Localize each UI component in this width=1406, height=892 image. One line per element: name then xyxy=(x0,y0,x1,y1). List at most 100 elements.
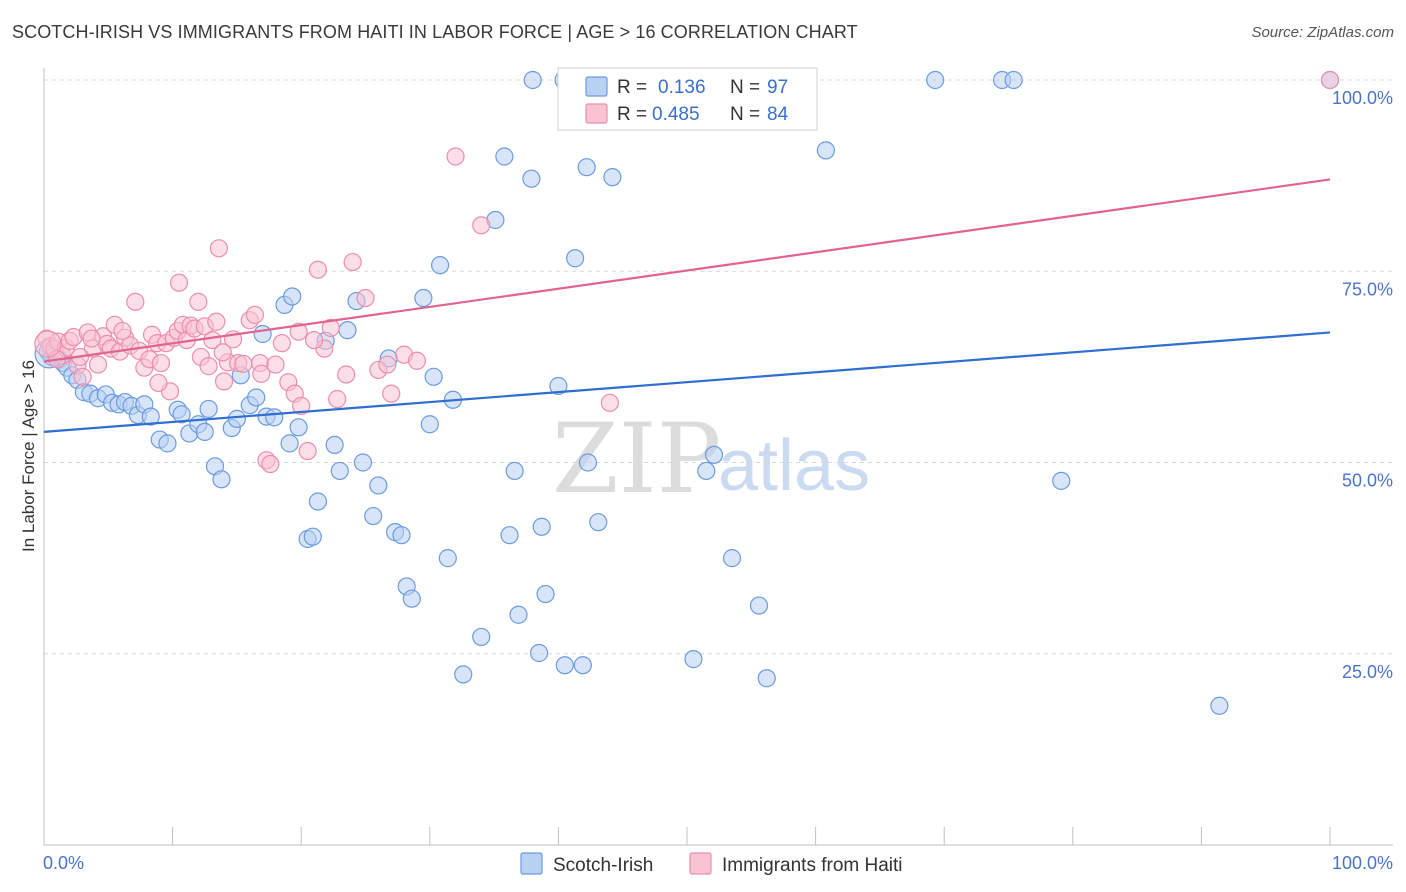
haiti-trend-line xyxy=(43,178,1331,363)
haiti-point xyxy=(446,147,465,166)
legend-r-value-1: 0.136 xyxy=(658,77,706,98)
scotch-irish-point xyxy=(532,517,551,536)
haiti-point xyxy=(321,318,340,337)
haiti-point xyxy=(252,364,271,383)
series-legend-label-2: Immigrants from Haiti xyxy=(722,855,903,876)
scotch-irish-point xyxy=(530,643,549,663)
haiti-point xyxy=(292,396,311,415)
scotch-irish-point xyxy=(172,405,191,424)
scotch-irish-point xyxy=(500,526,519,545)
haiti-point xyxy=(189,292,208,311)
haiti-point xyxy=(272,334,292,353)
scotch-irish-point xyxy=(364,506,383,526)
scotch-irish-point xyxy=(926,70,945,90)
haiti-point xyxy=(34,330,62,358)
y-tick-label: 100.0% xyxy=(1332,88,1393,108)
haiti-point xyxy=(266,355,285,374)
scotch-irish-point xyxy=(577,158,596,177)
scotch-irish-point xyxy=(505,461,524,481)
haiti-point xyxy=(600,393,619,412)
legend-swatch-blue xyxy=(585,76,608,97)
scotch-irish-point xyxy=(195,422,214,441)
scotch-irish-point xyxy=(603,168,622,187)
legend-n-label-2: N = xyxy=(730,104,760,125)
y-tick-label: 75.0% xyxy=(1342,279,1393,299)
scotch-irish-point xyxy=(289,418,308,437)
scotch-irish-point xyxy=(438,549,457,568)
legend-r-value-2: 0.485 xyxy=(652,104,700,125)
y-tick-label: 50.0% xyxy=(1342,471,1393,491)
haiti-point xyxy=(308,260,328,279)
scotch-irish-point xyxy=(454,665,473,684)
haiti-point xyxy=(213,343,232,362)
haiti-point xyxy=(88,355,108,374)
scotch-irish-point xyxy=(353,453,373,472)
scotch-irish-point xyxy=(414,288,433,308)
scotch-irish-point xyxy=(141,407,160,426)
legend-swatch-pink xyxy=(585,103,608,124)
watermark-zip: ZIP xyxy=(552,403,721,515)
haiti-point xyxy=(356,288,375,308)
scotch-irish-point xyxy=(330,461,349,481)
haiti-point xyxy=(261,454,280,474)
haiti-point xyxy=(207,312,226,331)
scotch-irish-point xyxy=(722,549,742,568)
scotch-irish-point xyxy=(578,453,598,472)
haiti-point xyxy=(82,329,101,348)
scotch-irish-point xyxy=(227,409,246,428)
scotch-irish-point xyxy=(697,461,716,481)
chart-source: Source: ZipAtlas.com xyxy=(1251,24,1394,41)
series-legend-swatch-blue xyxy=(520,852,543,875)
x-tick-label-min: 0.0% xyxy=(43,853,84,873)
haiti-point xyxy=(149,373,168,393)
scotch-irish-point xyxy=(325,435,344,455)
haiti-point xyxy=(472,216,491,235)
haiti-point xyxy=(1320,70,1340,90)
legend-n-label-1: N = xyxy=(730,77,760,98)
scotch-irish-point xyxy=(212,470,231,489)
scotch-irish-point xyxy=(549,376,568,396)
haiti-point xyxy=(328,389,347,409)
haiti-point xyxy=(203,331,222,350)
haiti-point xyxy=(298,441,317,461)
scotch-irish-point xyxy=(247,388,266,407)
series-legend: Scotch-Irish Immigrants from Haiti xyxy=(520,852,903,876)
scotch-irish-point xyxy=(509,605,528,624)
scotch-irish-point xyxy=(430,256,450,275)
scotch-irish-point xyxy=(308,492,328,511)
haiti-point xyxy=(407,351,427,370)
scotch-irish-point xyxy=(1004,70,1023,90)
haiti-point xyxy=(214,372,234,391)
scotch-irish-point xyxy=(757,669,776,688)
series-legend-swatch-pink xyxy=(689,852,712,875)
haiti-point xyxy=(304,331,324,350)
scotch-irish-point xyxy=(303,527,322,546)
haiti-points xyxy=(34,70,1340,474)
scotch-irish-point xyxy=(684,650,703,669)
scotch-irish-point xyxy=(704,445,724,464)
scotch-irish-point xyxy=(1052,471,1071,490)
scotch-irish-point xyxy=(536,584,555,604)
legend-r-label-1: R = xyxy=(617,77,647,98)
scotch-irish-point xyxy=(555,656,574,675)
haiti-point xyxy=(126,292,145,311)
scotch-irish-point xyxy=(392,526,411,545)
haiti-point xyxy=(151,353,171,373)
scotch-irish-point xyxy=(199,399,218,419)
scotch-irish-point xyxy=(816,141,835,160)
haiti-point xyxy=(169,273,189,292)
haiti-point xyxy=(337,365,356,384)
legend-n-value-1: 97 xyxy=(767,77,788,98)
haiti-point xyxy=(199,357,218,376)
y-tick-labels: 25.0% 50.0% 75.0% 100.0% xyxy=(1332,88,1393,682)
haiti-point xyxy=(113,321,132,341)
scotch-irish-trend-line xyxy=(43,331,1331,433)
series-legend-label-1: Scotch-Irish xyxy=(553,855,653,876)
scotch-irish-point xyxy=(283,287,302,306)
scotch-irish-point xyxy=(495,147,514,166)
chart-title: SCOTCH-IRISH VS IMMIGRANTS FROM HAITI IN… xyxy=(12,22,858,42)
legend-n-value-2: 84 xyxy=(767,104,789,125)
scotch-irish-point xyxy=(253,324,272,344)
haiti-point xyxy=(209,239,228,258)
